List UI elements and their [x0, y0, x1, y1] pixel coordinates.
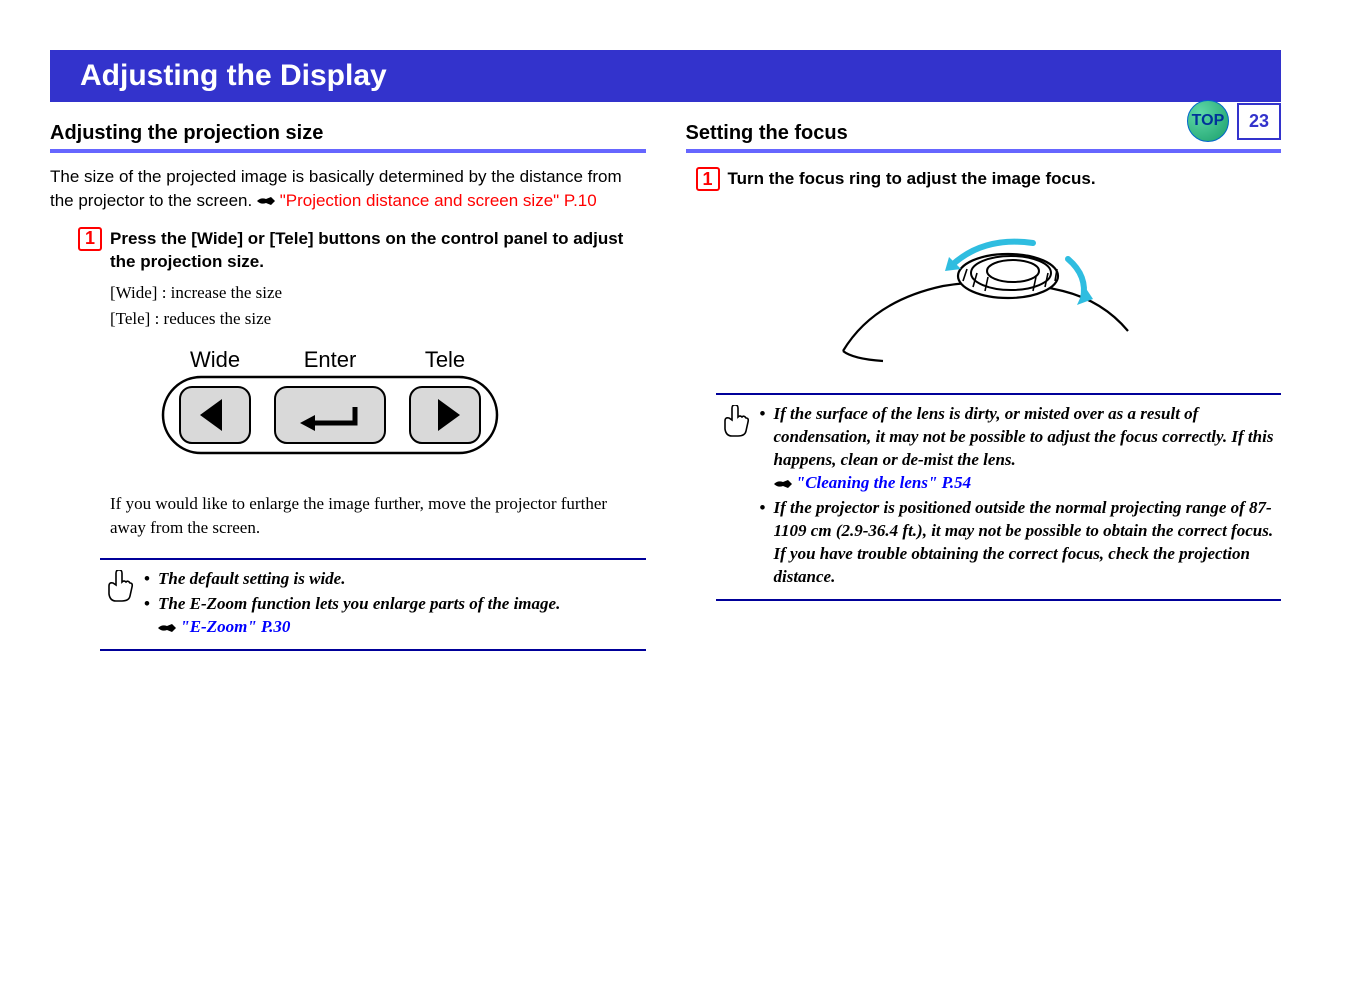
tip-default-wide: The default setting is wide.: [144, 568, 560, 591]
link-projection-distance[interactable]: "Projection distance and screen size" P.…: [280, 191, 597, 210]
pointer-icon: [774, 478, 792, 490]
link-clean-lens[interactable]: "Cleaning the lens" P.54: [796, 473, 971, 492]
hand-tip-icon: [722, 405, 750, 437]
control-panel-diagram: Wide Enter Tele: [160, 349, 500, 459]
hand-tip-icon: [106, 570, 134, 602]
tele-desc: [Tele] : reduces the size: [110, 306, 646, 332]
step-number-box: 1: [696, 167, 720, 191]
top-icon[interactable]: TOP: [1187, 100, 1229, 142]
tip-block-right: If the surface of the lens is dirty, or …: [716, 393, 1282, 601]
intro-paragraph: The size of the projected image is basic…: [50, 165, 646, 213]
tip-lens-dirty: If the surface of the lens is dirty, or …: [760, 403, 1276, 495]
wide-label: Wide: [190, 349, 240, 372]
pointer-icon: [158, 622, 176, 634]
step-1-right: 1 Turn the focus ring to adjust the imag…: [696, 167, 1282, 191]
left-column: Adjusting the projection size The size o…: [50, 122, 646, 651]
tip-ezoom: The E-Zoom function lets you enlarge par…: [144, 593, 560, 639]
top-label: TOP: [1192, 112, 1225, 130]
step-number-box: 1: [78, 227, 102, 251]
enlarge-note: If you would like to enlarge the image f…: [110, 492, 630, 540]
page-number: 23: [1237, 103, 1281, 140]
wide-desc: [Wide] : increase the size: [110, 280, 646, 306]
page-title-bar: Adjusting the Display: [50, 50, 1281, 102]
wide-tele-list: [Wide] : increase the size [Tele] : redu…: [110, 280, 646, 331]
tele-label: Tele: [425, 349, 465, 372]
right-column: Setting the focus 1 Turn the focus ring …: [686, 122, 1282, 651]
tip-list-right: If the surface of the lens is dirty, or …: [760, 403, 1276, 591]
tip-range: If the projector is positioned outside t…: [760, 497, 1276, 589]
step-1-focus-text: Turn the focus ring to adjust the image …: [728, 167, 1096, 191]
step-1-text: Press the [Wide] or [Tele] buttons on th…: [110, 227, 646, 275]
section-heading-projection: Adjusting the projection size: [50, 122, 646, 153]
pointer-icon: [257, 195, 275, 207]
focus-ring-diagram: [833, 221, 1133, 371]
link-ezoom[interactable]: "E-Zoom" P.30: [180, 617, 290, 636]
tip-list-left: The default setting is wide. The E-Zoom …: [144, 568, 560, 641]
top-badge: TOP 23: [1187, 100, 1281, 142]
page-title: Adjusting the Display: [80, 59, 387, 93]
enter-label: Enter: [304, 349, 357, 372]
content-columns: Adjusting the projection size The size o…: [0, 102, 1351, 651]
tip-block-left: The default setting is wide. The E-Zoom …: [100, 558, 646, 651]
step-1-left: 1 Press the [Wide] or [Tele] buttons on …: [78, 227, 646, 275]
